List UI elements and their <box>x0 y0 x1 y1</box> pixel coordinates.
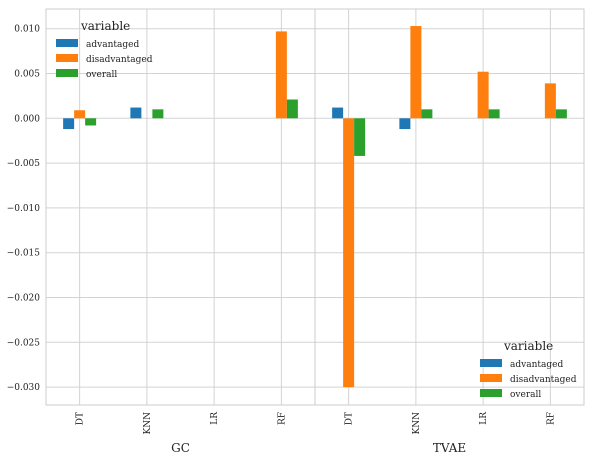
y-tick-label: −0.005 <box>7 159 41 169</box>
bar-advantaged-knn <box>399 118 411 130</box>
x-tick-label: KNN <box>412 412 422 435</box>
panel-xlabel: GC <box>171 441 190 455</box>
y-tick-label: 0.005 <box>14 70 40 80</box>
y-tick-label: −0.010 <box>7 204 41 214</box>
bar-advantaged-dt <box>63 118 75 130</box>
x-tick-label: DT <box>76 412 86 425</box>
bar-overall-dt <box>85 118 97 126</box>
legend-label-disadvantaged: disadvantaged <box>86 55 153 65</box>
legend-title: variable <box>80 19 130 33</box>
bar-overall-knn <box>421 109 433 119</box>
legend-label-advantaged: advantaged <box>510 360 563 370</box>
legend-swatch-overall <box>480 389 502 397</box>
y-tick-label: −0.020 <box>7 293 41 303</box>
y-tick-label: 0.010 <box>14 25 40 35</box>
legend-label-overall: overall <box>86 70 117 80</box>
bar-overall-rf <box>555 109 567 119</box>
y-tick-label: −0.030 <box>7 383 41 393</box>
y-tick-label: −0.015 <box>7 249 41 259</box>
legend-swatch-advantaged <box>56 39 78 47</box>
legend-swatch-overall <box>56 69 78 77</box>
bar-disadvantaged-lr <box>477 71 489 119</box>
legend-label-overall: overall <box>510 390 541 400</box>
panel-frame <box>45 8 316 406</box>
legend: variable advantaged disadvantaged overall <box>56 19 153 80</box>
panel-tvae <box>314 8 585 406</box>
bar-overall-dt <box>354 118 366 156</box>
y-tick-label: −0.025 <box>7 338 41 348</box>
legend-swatch-disadvantaged <box>56 54 78 62</box>
bar-advantaged-knn <box>130 107 142 119</box>
legend-title: variable <box>503 339 553 353</box>
x-tick-label: KNN <box>143 412 153 435</box>
x-tick-label: RF <box>277 412 287 425</box>
legend-label-disadvantaged: disadvantaged <box>510 375 577 385</box>
bar-advantaged-dt <box>332 107 344 119</box>
x-tick-label: LR <box>210 412 220 425</box>
x-tick-label: RF <box>546 412 556 425</box>
bar-disadvantaged-rf <box>544 83 556 119</box>
legend-swatch-disadvantaged <box>480 374 502 382</box>
panel-gc <box>45 8 316 406</box>
legend-swatch-advantaged <box>480 359 502 367</box>
legend-label-advantaged: advantaged <box>86 40 139 50</box>
x-tick-label: DT <box>345 412 355 425</box>
bar-overall-rf <box>286 99 298 119</box>
bar-disadvantaged-dt <box>74 110 86 119</box>
x-tick-label: LR <box>479 412 489 425</box>
bar-disadvantaged-rf <box>275 31 287 119</box>
legend: variable advantaged disadvantaged overall <box>480 339 577 400</box>
panel-xlabel: TVAE <box>433 441 466 455</box>
panel-frame <box>314 8 585 406</box>
bar-disadvantaged-dt <box>343 118 355 388</box>
bar-overall-knn <box>152 109 164 119</box>
bar-overall-lr <box>488 109 500 119</box>
bar-disadvantaged-knn <box>410 26 422 119</box>
y-tick-label: 0.000 <box>14 114 40 124</box>
